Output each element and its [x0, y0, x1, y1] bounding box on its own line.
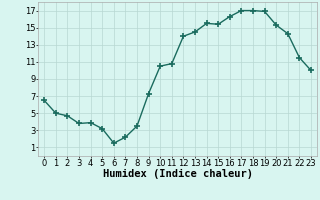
X-axis label: Humidex (Indice chaleur): Humidex (Indice chaleur)	[103, 169, 252, 179]
